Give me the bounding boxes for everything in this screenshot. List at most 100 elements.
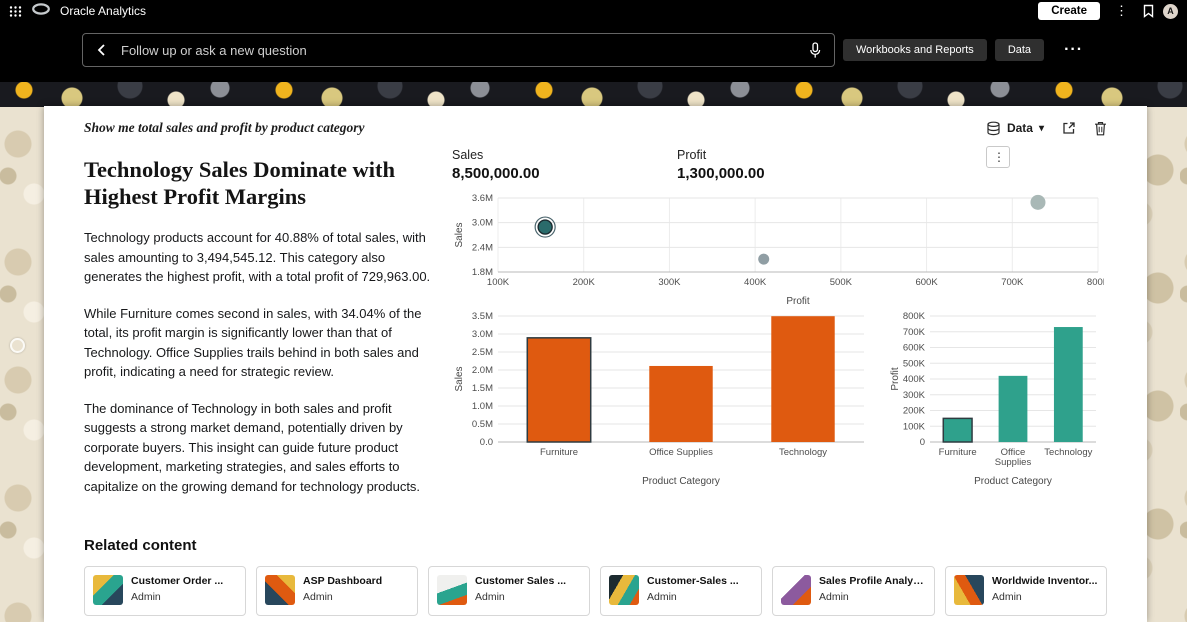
data-menu-label: Data — [1006, 121, 1033, 135]
delete-icon[interactable] — [1094, 121, 1107, 136]
svg-text:0.0: 0.0 — [480, 437, 493, 448]
svg-text:Technology: Technology — [779, 447, 827, 458]
related-card-text: Customer-Sales ... Admin — [647, 575, 739, 603]
related-card-subtitle: Admin — [475, 591, 505, 603]
open-in-new-icon[interactable] — [1062, 121, 1076, 135]
svg-text:3.5M: 3.5M — [472, 311, 493, 322]
svg-text:300K: 300K — [903, 390, 926, 401]
metric-profit: Profit 1,300,000.00 — [677, 148, 902, 182]
related-card-text: ASP Dashboard Admin — [303, 575, 382, 603]
related-card-title: Worldwide Inventor... — [992, 575, 1098, 587]
insight-paragraph: Technology products account for 40.88% o… — [84, 230, 431, 284]
svg-text:800K: 800K — [903, 311, 926, 322]
app-launcher-icon[interactable] — [9, 5, 22, 18]
svg-text:Office: Office — [1001, 447, 1026, 458]
related-card-text: Sales Profile Analysis Admin — [819, 575, 926, 603]
top-app-bar: Oracle Analytics Create ⋮ A — [0, 0, 1187, 22]
related-card-text: Customer Order ... Admin — [131, 575, 223, 603]
svg-text:Profit: Profit — [890, 367, 901, 391]
database-icon — [986, 121, 1001, 136]
svg-text:Product Category: Product Category — [974, 476, 1052, 487]
svg-text:200K: 200K — [903, 406, 926, 417]
svg-text:2.5M: 2.5M — [472, 347, 493, 358]
svg-text:Sales: Sales — [454, 222, 465, 247]
related-cards: Customer Order ... Admin ASP Dashboard Admi… — [84, 566, 1107, 616]
app-title: Oracle Analytics — [60, 4, 147, 18]
metric-label: Profit — [677, 148, 707, 162]
related-card-title: Customer-Sales ... — [647, 575, 739, 587]
svg-text:600K: 600K — [915, 277, 938, 288]
profit-bar-chart[interactable]: 800K 700K 600K 500K 400K 300K 200K 100K 0 Furnitu… — [888, 308, 1104, 490]
card-controls: Data ▾ — [986, 121, 1107, 136]
svg-text:800K: 800K — [1087, 277, 1104, 288]
related-card-text: Worldwide Inventor... Admin — [992, 575, 1097, 603]
metric-value: 8,500,000.00 — [452, 165, 540, 182]
related-card-subtitle: Admin — [819, 591, 849, 603]
insight-paragraph: The dominance of Technology in both sale… — [84, 400, 421, 494]
svg-text:Furniture: Furniture — [540, 447, 578, 458]
related-card[interactable]: Customer-Sales ... Admin — [600, 566, 762, 616]
svg-text:500K: 500K — [830, 277, 853, 288]
related-content-section: Related content Customer Order ... Admin A… — [84, 537, 1107, 616]
chevron-down-icon: ▾ — [1038, 122, 1044, 134]
svg-text:1.5M: 1.5M — [472, 383, 493, 394]
create-button[interactable]: Create — [1038, 2, 1100, 20]
overflow-menu-icon[interactable]: ⋮ — [1115, 3, 1128, 18]
svg-text:Product Category: Product Category — [642, 476, 720, 487]
related-card-title: Customer Order ... — [131, 575, 224, 587]
insight-paragraph: While Furniture comes second in sales, w… — [84, 305, 422, 380]
data-menu-button[interactable]: Data ▾ — [986, 121, 1044, 136]
svg-text:Office Supplies: Office Supplies — [649, 447, 713, 458]
related-card-subtitle: Admin — [647, 591, 677, 603]
related-card[interactable]: Customer Sales ... Admin — [428, 566, 590, 616]
svg-text:Profit: Profit — [786, 296, 810, 306]
related-heading: Related content — [84, 537, 197, 554]
svg-text:500K: 500K — [903, 358, 926, 369]
visualization-column: Sales 8,500,000.00 Profit 1,300,000.00 1… — [452, 144, 1110, 513]
insight-headline: Technology Sales Dominate with Highest P… — [84, 157, 396, 209]
ask-bar: Follow up or ask a new question Workbook… — [0, 22, 1187, 82]
insight-columns: Technology Sales Dominate with Highest P… — [84, 144, 1110, 513]
avatar[interactable]: A — [1163, 3, 1178, 19]
related-card-subtitle: Admin — [992, 591, 1022, 603]
sales-profit-scatter-chart[interactable]: 100K 200K 300K 400K 500K 600K 700K 800K 3.6M 3.0M… — [452, 192, 1110, 307]
question-text: Show me total sales and profit by produc… — [84, 120, 365, 135]
svg-text:1.8M: 1.8M — [472, 267, 493, 278]
chart-menu-button[interactable]: ⋮ — [986, 146, 1010, 168]
related-card-subtitle: Admin — [131, 591, 161, 603]
decorative-pattern-band — [0, 78, 1187, 107]
svg-text:300K: 300K — [658, 277, 681, 288]
svg-text:100K: 100K — [487, 277, 510, 288]
related-card[interactable]: Sales Profile Analysis Admin — [772, 566, 935, 616]
metric-value: 1,300,000.00 — [677, 165, 765, 182]
related-card[interactable]: Customer Order ... Admin — [84, 566, 246, 616]
more-options-icon[interactable]: ··· — [1064, 41, 1084, 58]
related-card-title: ASP Dashboard — [303, 575, 383, 587]
question-input-placeholder: Follow up or ask a new question — [121, 42, 307, 58]
sales-bar-chart[interactable]: 3.5M 3.0M 2.5M 2.0M 1.5M 1.0M 0.5M 0.0 Furniture… — [452, 308, 872, 490]
workbook-thumbnail — [954, 575, 984, 605]
insight-text-column: Technology Sales Dominate with Highest P… — [84, 144, 436, 513]
insight-paragraphs: Technology products account for 40.88% o… — [84, 228, 436, 496]
related-card-title: Customer Sales ... — [475, 575, 567, 587]
card-header: Show me total sales and profit by produc… — [84, 120, 1107, 136]
workbook-thumbnail — [781, 575, 811, 605]
svg-text:700K: 700K — [1001, 277, 1024, 288]
bookmark-icon[interactable] — [1143, 4, 1154, 18]
svg-text:700K: 700K — [903, 327, 926, 338]
svg-text:600K: 600K — [903, 343, 926, 354]
svg-text:3.0M: 3.0M — [472, 329, 493, 340]
related-card-subtitle: Admin — [303, 591, 333, 603]
svg-text:0: 0 — [920, 437, 925, 448]
workbooks-reports-button[interactable]: Workbooks and Reports — [843, 39, 987, 61]
back-icon[interactable] — [95, 43, 109, 57]
data-button[interactable]: Data — [994, 39, 1045, 61]
bar-chart-row: 3.5M 3.0M 2.5M 2.0M 1.5M 1.0M 0.5M 0.0 Furniture… — [452, 308, 1107, 490]
question-input[interactable]: Follow up or ask a new question — [82, 33, 835, 67]
related-card[interactable]: ASP Dashboard Admin — [256, 566, 418, 616]
metric-sales: Sales 8,500,000.00 — [452, 148, 677, 182]
related-card[interactable]: Worldwide Inventor... Admin — [945, 566, 1107, 616]
oracle-logo-icon — [31, 2, 51, 20]
related-card-text: Customer Sales ... Admin — [475, 575, 566, 603]
microphone-icon[interactable] — [808, 41, 822, 59]
